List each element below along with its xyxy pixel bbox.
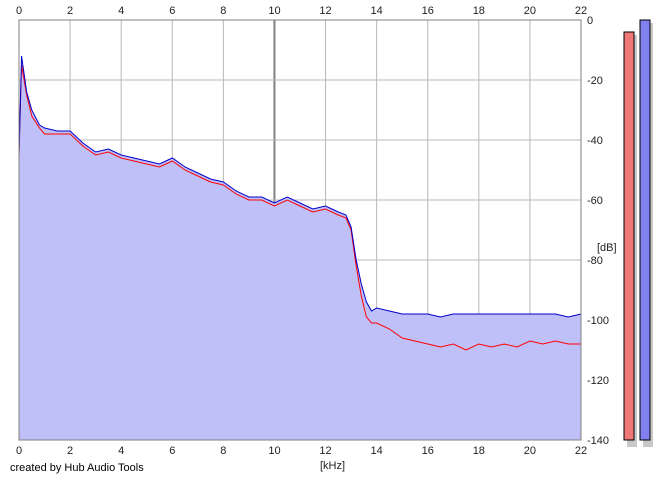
y-tick-5: -100 xyxy=(587,315,609,327)
x-tick-bottom-6: 12 xyxy=(319,445,331,457)
y-tick-6: -120 xyxy=(587,375,609,387)
spectrum-fill xyxy=(19,56,581,440)
x-tick-top-2: 4 xyxy=(118,5,124,17)
y-tick-0: 0 xyxy=(587,15,593,27)
x-ticks-top: 0 2 4 6 8 10 12 14 16 18 20 22 xyxy=(16,5,587,17)
x-tick-bottom-8: 16 xyxy=(422,445,434,457)
level-meter-1 xyxy=(639,19,651,441)
y-ticks: 0 -20 -40 -60 -80 -100 -120 -140 xyxy=(587,15,609,447)
y-tick-2: -40 xyxy=(587,135,603,147)
x-tick-bottom-11: 22 xyxy=(575,445,587,457)
series-blue-line xyxy=(18,55,582,318)
x-ticks-bottom: 0 2 4 6 8 10 12 14 16 18 20 22 xyxy=(16,445,587,457)
y-tick-7: -140 xyxy=(587,435,609,447)
x-tick-top-3: 6 xyxy=(169,5,175,17)
x-tick-top-5: 10 xyxy=(268,5,280,17)
plot-frame xyxy=(18,19,582,441)
x-axis-label: [kHz] xyxy=(320,460,345,472)
y-tick-3: -60 xyxy=(587,195,603,207)
level-meters xyxy=(623,19,653,447)
x-tick-bottom-10: 20 xyxy=(524,445,536,457)
x-tick-top-11: 22 xyxy=(575,5,587,17)
x-tick-top-10: 20 xyxy=(524,5,536,17)
x-tick-bottom-2: 4 xyxy=(118,445,124,457)
x-tick-top-0: 0 xyxy=(16,5,22,17)
series-red-line xyxy=(18,64,581,351)
x-tick-bottom-9: 18 xyxy=(473,445,485,457)
level-meter-0 xyxy=(623,31,635,441)
x-tick-top-6: 12 xyxy=(319,5,331,17)
x-tick-top-9: 18 xyxy=(473,5,485,17)
x-tick-top-7: 14 xyxy=(371,5,383,17)
credit-text: created by Hub Audio Tools xyxy=(10,462,144,474)
y-tick-4: -80 xyxy=(587,255,603,267)
x-tick-bottom-1: 2 xyxy=(67,445,73,457)
x-tick-bottom-5: 10 xyxy=(268,445,280,457)
y-tick-1: -20 xyxy=(587,75,603,87)
x-tick-bottom-7: 14 xyxy=(371,445,383,457)
x-tick-bottom-0: 0 xyxy=(16,445,22,457)
x-tick-bottom-4: 8 xyxy=(220,445,226,457)
y-axis-label: [dB] xyxy=(597,242,617,254)
x-tick-top-8: 16 xyxy=(422,5,434,17)
x-tick-bottom-3: 6 xyxy=(169,445,175,457)
x-tick-top-1: 2 xyxy=(67,5,73,17)
x-tick-top-4: 8 xyxy=(220,5,226,17)
